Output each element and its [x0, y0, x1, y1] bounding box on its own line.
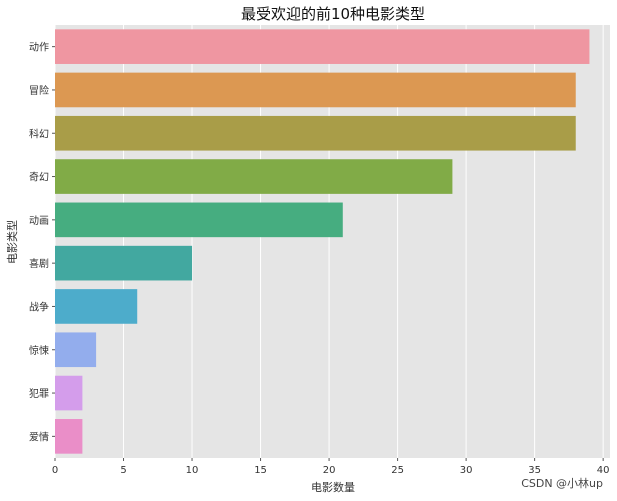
y-tick-label: 动画: [29, 215, 49, 227]
y-tick-label: 奇幻: [29, 171, 49, 184]
x-tick-label: 40: [597, 465, 610, 476]
bar-1: [55, 29, 590, 64]
y-tick-label: 冒险: [29, 84, 49, 97]
bar-6: [55, 245, 193, 281]
y-tick-label: 战争: [29, 300, 49, 313]
bars: [55, 29, 590, 454]
y-axis-label: 电影类型: [5, 220, 19, 264]
chart-title: 最受欢迎的前10种电影类型: [241, 5, 425, 23]
bar-8: [55, 332, 97, 368]
x-tick-label: 0: [52, 465, 58, 476]
bar-2: [55, 72, 576, 108]
y-tick-label: 犯罪: [29, 388, 49, 400]
x-axis-label: 电影数量: [311, 481, 355, 494]
y-tick-label: 惊悚: [29, 344, 49, 357]
x-tick-label: 25: [391, 465, 404, 476]
x-tick-label: 10: [186, 465, 199, 476]
watermark: CSDN @小林up: [521, 477, 603, 490]
bar-5: [55, 202, 343, 238]
x-tick-label: 35: [528, 465, 541, 476]
y-tick-label: 科幻: [29, 127, 49, 140]
y-tick-label: 喜剧: [29, 257, 49, 270]
bar-3: [55, 115, 576, 151]
bar-4: [55, 159, 453, 194]
x-tick-labels: 0 5 10 15 20 25 30 35 40: [52, 458, 610, 476]
bar-9: [55, 375, 83, 411]
y-tick-label: 爱情: [29, 430, 49, 443]
x-tick-label: 20: [323, 465, 336, 476]
bar-7: [55, 289, 138, 324]
x-tick-label: 30: [460, 465, 473, 476]
y-tick-label: 动作: [29, 42, 49, 54]
bar-10: [55, 419, 83, 454]
x-tick-label: 5: [120, 465, 126, 476]
x-tick-label: 15: [254, 465, 267, 476]
